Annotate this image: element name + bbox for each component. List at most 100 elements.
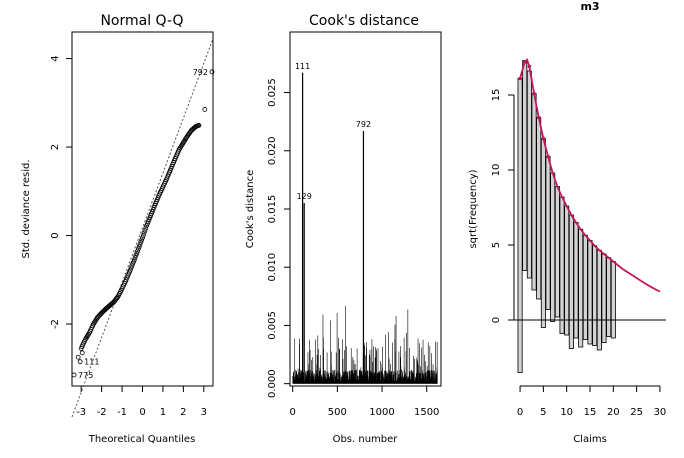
cooks-xtick-label: 1000	[369, 407, 394, 418]
rootogram-xtick-label: 5	[540, 407, 546, 418]
rootogram-fitted-point	[532, 91, 536, 96]
qq-xlabel: Theoretical Quantiles	[88, 434, 196, 445]
rootogram-bar	[526, 70, 532, 279]
cooks-bar-label: 129	[297, 192, 312, 201]
rootogram-bar	[522, 60, 528, 271]
rootogram-fitted-point	[536, 115, 541, 120]
cooks-ytick-label: 0.015	[267, 195, 278, 224]
rootogram-xtick-label: 25	[630, 407, 643, 418]
qq-point	[196, 122, 202, 128]
rootogram-bar	[531, 93, 537, 291]
qq-point	[135, 248, 140, 254]
qq-xtick-label: -1	[117, 407, 127, 418]
qq-yticks: -2 0 2 4	[50, 55, 72, 329]
cooks-yticks: 0.000 0.005 0.010 0.015 0.020 0.025	[267, 78, 290, 398]
rootogram-yticks: 0 5 10 15	[491, 89, 515, 323]
qq-point	[139, 237, 145, 243]
qq-reference-line	[71, 38, 214, 418]
cooks-title: Cook's distance	[309, 13, 419, 29]
rootogram-bar	[545, 156, 551, 310]
rootogram-xtick-label: 0	[517, 407, 523, 418]
rootogram-bar	[536, 117, 542, 300]
qq-point-label: 792	[193, 68, 208, 77]
cooks-ylabel: Cook's distance	[245, 170, 256, 249]
rootogram-bar	[610, 261, 616, 339]
qq-point	[141, 230, 147, 236]
cooks-panel: Cook's distance Obs. number Cook's dista…	[245, 13, 442, 445]
qq-xtick-label: 2	[180, 407, 186, 418]
qq-point	[134, 250, 140, 256]
rootogram-panel: m3 Claims sqrt(Frequency) 0 5 10 15 20 25 30 0…	[468, 0, 666, 445]
qq-point	[131, 257, 137, 263]
rootogram-bar	[592, 245, 598, 346]
qq-xtick-label: 1	[160, 407, 166, 418]
rootogram-bar	[568, 214, 574, 349]
cooks-xticks: 0 500 1000 1500	[289, 386, 439, 418]
cooks-ytick-label: 0.000	[267, 369, 278, 398]
rootogram-bar	[540, 138, 546, 328]
qq-panel: Normal Q-Q Theoretical Quantiles Std. de…	[21, 13, 215, 445]
rootogram-xtick-label: 10	[560, 407, 573, 418]
rootogram-bar	[606, 257, 612, 337]
cooks-ytick-label: 0.025	[267, 78, 278, 107]
qq-plot-box	[71, 31, 214, 387]
rootogram-ytick-label: 15	[491, 89, 502, 102]
cooks-xtick-label: 1500	[414, 407, 439, 418]
qq-point	[132, 255, 138, 261]
qq-point	[143, 225, 149, 231]
rootogram-bar	[596, 249, 602, 351]
rootogram-ylabel: sqrt(Frequency)	[468, 169, 479, 248]
qq-point	[138, 239, 144, 245]
rootogram-bar	[550, 172, 556, 322]
qq-marks: 792 111 775	[71, 38, 215, 418]
rootogram-bar	[587, 240, 593, 345]
qq-point	[202, 107, 208, 112]
rootogram-ytick-label: 5	[491, 242, 502, 248]
qq-xtick-label: -3	[76, 407, 86, 418]
qq-point-label: 775	[78, 371, 93, 380]
qq-point	[142, 228, 148, 233]
rootogram-xtick-label: 20	[607, 407, 620, 418]
rootogram-marks	[514, 58, 666, 373]
qq-point	[140, 235, 145, 241]
rootogram-bar	[582, 234, 588, 340]
rootogram-fitted-point	[541, 136, 546, 141]
qq-point	[75, 354, 81, 360]
rootogram-bar	[517, 78, 523, 373]
qq-labeled-point	[71, 372, 77, 378]
rootogram-fitted-point	[522, 60, 527, 64]
qq-point	[140, 232, 146, 238]
rootogram-xticks: 0 5 10 15 20 25 30	[517, 385, 667, 418]
qq-point	[136, 244, 142, 250]
qq-ytick-label: 0	[50, 232, 61, 238]
qq-ytick-label: 2	[50, 144, 61, 150]
cooks-ytick-label: 0.010	[267, 253, 278, 282]
qq-xticks: -3 -2 -1 0 1 2 3	[76, 386, 207, 418]
qq-title: Normal Q-Q	[100, 13, 183, 29]
rootogram-bar	[578, 228, 584, 348]
qq-ytick-label: 4	[50, 55, 61, 61]
rootogram-xtick-label: 15	[584, 407, 597, 418]
qq-ytick-label: -2	[50, 319, 61, 329]
rootogram-bar	[564, 205, 570, 336]
cooks-ytick-label: 0.005	[267, 311, 278, 340]
rootogram-fitted-point	[518, 76, 522, 81]
cooks-xtick-label: 500	[328, 407, 347, 418]
rootogram-xtick-label: 30	[654, 407, 667, 418]
cooks-xtick-label: 0	[289, 407, 295, 418]
qq-xtick-label: 3	[201, 407, 207, 418]
cooks-marks: 111 129 792	[292, 62, 438, 384]
qq-point-label: 111	[84, 358, 99, 367]
cooks-bar-label: 111	[295, 62, 310, 71]
cooks-plot-box	[289, 31, 442, 387]
rootogram-title: m3	[580, 0, 599, 13]
rootogram-xlabel: Claims	[573, 434, 607, 445]
qq-xtick-label: -2	[97, 407, 107, 418]
rootogram-fitted-curve	[519, 58, 661, 293]
cooks-xlabel: Obs. number	[333, 434, 399, 445]
qq-point	[79, 350, 85, 356]
rootogram-bar	[601, 253, 607, 343]
qq-point	[136, 246, 141, 252]
rootogram-bar	[554, 186, 560, 318]
